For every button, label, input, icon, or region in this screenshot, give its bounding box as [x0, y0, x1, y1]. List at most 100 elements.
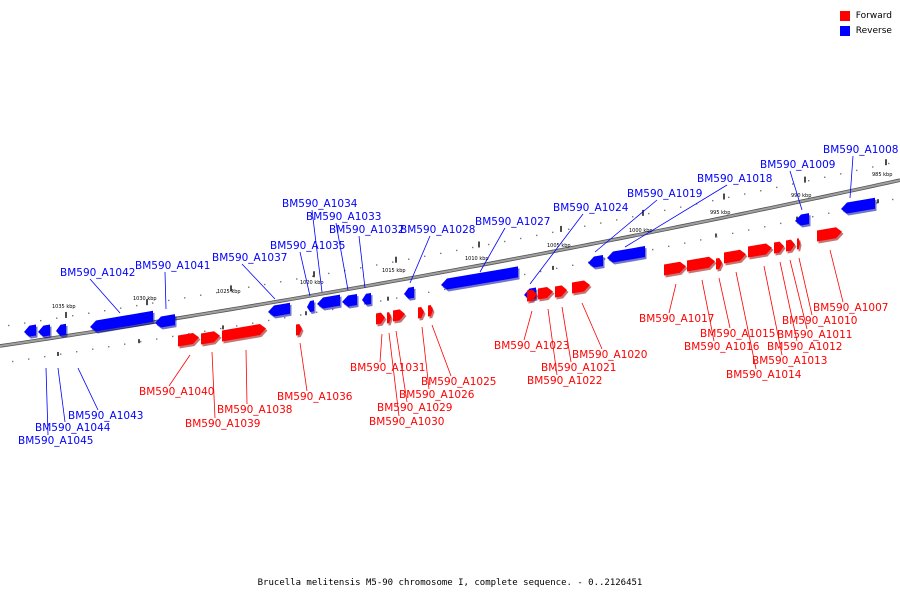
gene-arrow[interactable] [441, 266, 518, 290]
gene-label[interactable]: BM590_A1019 [627, 188, 702, 200]
gene-arrow[interactable] [362, 292, 371, 305]
gene-arrow[interactable] [786, 239, 795, 252]
gene-label[interactable]: BM590_A1033 [306, 211, 381, 223]
gene-label[interactable]: BM590_A1030 [369, 416, 444, 428]
gene-label[interactable]: BM590_A1009 [760, 159, 835, 171]
gene-arrow[interactable] [178, 332, 199, 347]
gene-arrow[interactable] [24, 324, 36, 337]
gene-label[interactable]: BM590_A1007 [813, 302, 888, 314]
gene-label[interactable]: BM590_A1011 [777, 329, 852, 341]
gene-bm590_a1044[interactable] [38, 324, 52, 339]
gene-arrow[interactable] [724, 249, 746, 264]
gene-label[interactable]: BM590_A1015 [700, 328, 775, 340]
gene-label[interactable]: BM590_A1017 [639, 313, 714, 325]
gene-bm590_a1023[interactable] [527, 289, 539, 304]
gene-label[interactable]: BM590_A1008 [823, 144, 898, 156]
gene-bm590_a1038[interactable] [222, 324, 268, 344]
gene-bm590_a1017[interactable] [664, 261, 688, 278]
gene-bm590_a1032[interactable] [362, 292, 373, 307]
gene-arrow[interactable] [795, 213, 809, 226]
gene-arrow[interactable] [555, 285, 567, 298]
gene-label[interactable]: BM590_A1037 [212, 252, 287, 264]
gene-bm590_a1030[interactable] [387, 312, 393, 326]
gene-arrow[interactable] [376, 312, 385, 325]
gene-arrow[interactable] [841, 197, 875, 214]
gene-bm590_a1031[interactable] [376, 312, 387, 327]
gene-label[interactable]: BM590_A1026 [399, 389, 475, 401]
gene-bm590_a1035[interactable] [307, 300, 316, 314]
gene-bm590_a1026[interactable] [418, 306, 426, 321]
gene-arrow[interactable] [387, 312, 391, 324]
gene-label[interactable]: BM590_A1013 [752, 355, 827, 367]
gene-bm590_a1028[interactable] [404, 286, 416, 301]
gene-label[interactable]: BM590_A1041 [135, 260, 210, 272]
gene-bm590_a1043[interactable] [56, 323, 68, 338]
gene-arrow[interactable] [268, 302, 290, 317]
gene-bm590_a1039[interactable] [201, 331, 222, 347]
gene-arrow[interactable] [342, 293, 357, 307]
gene-bm590_a1014[interactable] [724, 249, 748, 266]
gene-label[interactable]: BM590_A1029 [377, 402, 452, 414]
gene-bm590_a1019[interactable] [588, 254, 605, 270]
gene-arrow[interactable] [317, 294, 340, 309]
gene-arrow[interactable] [296, 323, 302, 336]
gene-label[interactable]: BM590_A1032 [329, 224, 404, 236]
gene-bm590_a1007[interactable] [817, 227, 844, 244]
gene-arrow[interactable] [607, 246, 645, 263]
gene-arrow[interactable] [56, 323, 66, 336]
gene-label[interactable]: BM590_A1038 [217, 404, 292, 416]
gene-label[interactable]: BM590_A1045 [18, 435, 93, 447]
gene-label[interactable]: BM590_A1039 [185, 418, 260, 430]
gene-bm590_a1008[interactable] [841, 197, 877, 216]
gene-label[interactable]: BM590_A1036 [277, 391, 353, 403]
gene-label[interactable]: BM590_A1014 [726, 369, 802, 381]
gene-bm590_a1013[interactable] [748, 243, 774, 260]
gene-bm590_a1012[interactable] [774, 241, 786, 256]
gene-arrow[interactable] [155, 314, 175, 328]
gene-label[interactable]: BM590_A1022 [527, 375, 602, 387]
gene-label[interactable]: BM590_A1025 [421, 376, 496, 388]
gene-bm590_a1036[interactable] [296, 323, 304, 338]
gene-bm590_a1025[interactable] [428, 305, 435, 319]
gene-label[interactable]: BM590_A1028 [400, 224, 475, 236]
gene-bm590_a1011[interactable] [786, 239, 797, 254]
gene-arrow[interactable] [748, 243, 772, 258]
gene-arrow[interactable] [588, 254, 603, 268]
gene-label[interactable]: BM590_A1023 [494, 340, 569, 352]
gene-bm590_a1034[interactable] [317, 294, 342, 311]
gene-bm590_a1042[interactable] [90, 310, 155, 334]
gene-arrow[interactable] [307, 300, 314, 312]
gene-arrow[interactable] [527, 289, 537, 302]
gene-label[interactable]: BM590_A1027 [475, 216, 550, 228]
gene-bm590_a1021[interactable] [555, 285, 569, 300]
gene-arrow[interactable] [687, 256, 715, 272]
gene-bm590_a1020[interactable] [572, 280, 592, 296]
gene-arrow[interactable] [38, 324, 50, 337]
gene-bm590_a1037[interactable] [268, 302, 292, 319]
gene-label[interactable]: BM590_A1016 [684, 341, 760, 353]
gene-bm590_a1033[interactable] [342, 293, 359, 309]
gene-bm590_a1022[interactable] [538, 286, 555, 302]
gene-bm590_a1010[interactable] [797, 238, 802, 252]
gene-arrow[interactable] [572, 280, 590, 294]
gene-label[interactable]: BM590_A1021 [541, 362, 616, 374]
gene-arrow[interactable] [418, 306, 424, 319]
gene-arrow[interactable] [428, 305, 433, 317]
gene-label[interactable]: BM590_A1024 [553, 202, 629, 214]
gene-label[interactable]: BM590_A1034 [282, 198, 358, 210]
gene-arrow[interactable] [393, 309, 405, 322]
gene-bm590_a1018[interactable] [607, 246, 647, 265]
gene-arrow[interactable] [817, 227, 842, 242]
gene-label[interactable]: BM590_A1010 [782, 315, 857, 327]
gene-arrow[interactable] [774, 241, 784, 254]
gene-arrow[interactable] [538, 286, 553, 300]
gene-bm590_a1045[interactable] [24, 324, 38, 339]
gene-arrow[interactable] [664, 261, 686, 276]
gene-arrow[interactable] [90, 310, 153, 332]
gene-bm590_a1027[interactable] [441, 266, 520, 292]
gene-bm590_a1016[interactable] [687, 256, 717, 274]
gene-label[interactable]: BM590_A1035 [270, 240, 345, 252]
gene-bm590_a1041[interactable] [155, 314, 177, 330]
gene-label[interactable]: BM590_A1018 [697, 173, 772, 185]
gene-bm590_a1015[interactable] [716, 257, 724, 272]
